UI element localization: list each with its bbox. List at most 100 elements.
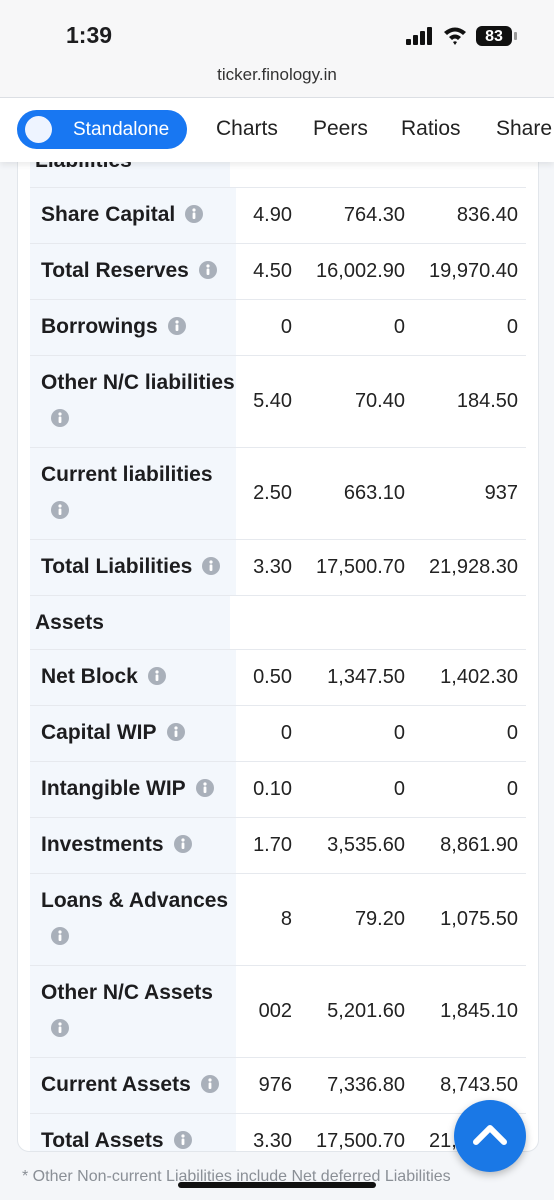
section-title: Assets: [30, 596, 230, 649]
row-label: Other N/C liabilities: [41, 371, 235, 394]
value-cell: 1,845.10: [405, 1000, 518, 1023]
table-row: Intangible WIP 0.10 0 0: [30, 762, 526, 818]
info-glyph: [198, 261, 217, 279]
info-glyph: [200, 1075, 219, 1093]
url[interactable]: ticker.finology.in: [217, 65, 337, 84]
row-label-cell: Total Assets: [30, 1114, 236, 1151]
info-glyph: [173, 835, 192, 853]
info-icon[interactable]: [173, 829, 192, 865]
value: 4.90: [253, 204, 292, 226]
status-icons: 83: [406, 26, 517, 46]
value: 002: [258, 1000, 292, 1022]
row-label: Intangible WIP: [41, 777, 186, 800]
row-label: Total Liabilities: [41, 555, 193, 578]
tab[interactable]: Ratios: [401, 117, 461, 140]
tab[interactable]: Charts: [216, 117, 278, 140]
value: 3.30: [253, 556, 292, 578]
value-cell: 5.40: [253, 390, 292, 413]
value: 4.50: [253, 260, 292, 282]
balance-sheet-card: LiabilitiesShare Capital4.90764.30836.40…: [17, 110, 539, 1152]
tab[interactable]: Share: [496, 117, 553, 140]
row-label-cell: Capital WIP: [30, 706, 236, 761]
value-cell: 70.40: [292, 390, 405, 413]
row-label-cell: Investments: [30, 818, 236, 873]
info-icon[interactable]: [185, 199, 204, 235]
value: 0.50: [253, 666, 292, 688]
scroll-top-button[interactable]: [454, 1100, 526, 1172]
value: 764.30: [343, 204, 405, 226]
value-cell: 976: [256, 1074, 292, 1097]
value: 70.40: [354, 390, 405, 412]
value-cell: 836.40: [405, 204, 518, 227]
toggle-knob: [25, 116, 52, 143]
value: 1,075.50: [440, 908, 518, 930]
value-cell: 663.10: [292, 482, 405, 505]
chevron-up: [473, 1125, 507, 1145]
value-cell: 0: [256, 316, 292, 339]
row-label-cell: Loans & Advances: [30, 874, 236, 965]
info-glyph: [147, 667, 166, 685]
value: 0: [280, 316, 292, 338]
value: 0: [393, 316, 405, 338]
value-cell: 1,402.30: [405, 666, 518, 689]
value-cell: 0: [292, 316, 405, 339]
info-icon[interactable]: [147, 661, 166, 697]
row-label-cell: Other N/C liabilities: [30, 356, 236, 447]
value-cell: 0: [256, 722, 292, 745]
value: 8: [280, 908, 292, 930]
value-cell: 21,928.30: [405, 556, 518, 579]
tab[interactable]: Peers: [313, 117, 368, 140]
info-icon[interactable]: [198, 255, 217, 291]
row-label-cell: Current Assets: [30, 1058, 236, 1113]
value: 5,201.60: [327, 1000, 405, 1022]
toggle[interactable]: Standalone: [17, 110, 187, 149]
value-cell: 3.30: [253, 1130, 292, 1152]
value-cell: 0.10: [253, 778, 292, 801]
info-icon[interactable]: [51, 403, 69, 439]
row-label-cell: Net Block: [30, 650, 236, 705]
table-row: Current liabilities 2.50 663.10 937: [30, 448, 526, 540]
value: 8,861.90: [440, 834, 518, 856]
row-label-cell: Intangible WIP: [30, 762, 236, 817]
info-icon[interactable]: [51, 495, 69, 531]
row-label: Total Reserves: [41, 259, 189, 282]
value-cell: 8: [256, 908, 292, 931]
info-icon[interactable]: [202, 551, 221, 587]
info-glyph: [173, 1131, 192, 1149]
info-icon[interactable]: [166, 717, 185, 753]
row-label: Investments: [41, 833, 164, 856]
row-label: Capital WIP: [41, 721, 157, 744]
info-icon[interactable]: [195, 773, 214, 809]
table-row: Other N/C Assets 002 5,201.60 1,845.10: [30, 966, 526, 1058]
info-icon[interactable]: [173, 1125, 192, 1151]
value-cell: 16,002.90: [292, 260, 405, 283]
info-glyph: [51, 927, 69, 945]
table-row: Total Liabilities 3.30 17,500.70 21,928.30: [30, 540, 526, 596]
toggle-label: Standalone: [73, 119, 170, 140]
value: 976: [258, 1074, 292, 1096]
value: 937: [484, 482, 518, 504]
value-cell: 17,500.70: [292, 1130, 405, 1151]
value: 0.10: [253, 778, 292, 800]
value-cell: 1,347.50: [292, 666, 405, 689]
value: 184.50: [456, 390, 518, 412]
value: 1,845.10: [440, 1000, 518, 1022]
value-cell: 0: [292, 778, 405, 801]
row-label: Loans & Advances: [41, 889, 229, 912]
table-row: Loans & Advances 8 79.20 1,075.50: [30, 874, 526, 966]
info-icon[interactable]: [51, 921, 69, 957]
info-icon[interactable]: [167, 311, 186, 347]
info-icon[interactable]: [51, 1013, 69, 1049]
value-cell: 0: [292, 722, 405, 745]
value: 3.30: [253, 1130, 292, 1152]
info-glyph: [185, 205, 204, 223]
value: 2.50: [253, 482, 292, 504]
value: 21,928.30: [429, 556, 518, 578]
info-icon[interactable]: [200, 1069, 219, 1105]
table-row: Total Reserves 4.50 16,002.90 19,970.40: [30, 244, 526, 300]
value-cell: 4.90: [253, 204, 292, 227]
table-row: Current Assets 976 7,336.80 8,743.50: [30, 1058, 526, 1114]
table-row: Borrowings 0 0 0: [30, 300, 526, 356]
value: 0: [393, 722, 405, 744]
info-glyph: [167, 317, 186, 335]
